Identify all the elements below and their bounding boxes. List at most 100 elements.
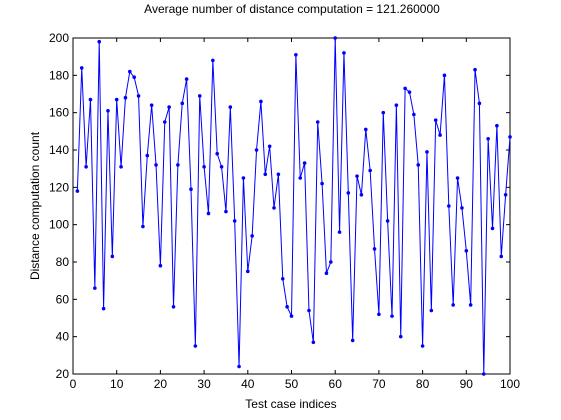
data-point <box>442 73 447 78</box>
data-point <box>132 75 136 79</box>
data-point <box>285 305 289 309</box>
data-point <box>468 303 473 307</box>
data-point <box>106 109 110 113</box>
data-point <box>114 97 119 102</box>
data-point <box>110 254 115 259</box>
data-point <box>481 372 486 376</box>
y-tick-label: 60 <box>56 292 70 306</box>
series-markers <box>75 36 512 376</box>
data-point <box>228 105 233 109</box>
data-point <box>503 193 508 197</box>
data-point <box>180 101 185 106</box>
x-tick-label: 60 <box>329 377 343 391</box>
data-point <box>499 254 504 259</box>
data-point <box>215 151 220 156</box>
data-point <box>486 137 490 141</box>
data-point <box>359 193 364 197</box>
data-point <box>311 340 316 345</box>
data-point <box>197 94 202 98</box>
chart-title: Average number of distance computation =… <box>144 2 440 16</box>
x-tick-label: 20 <box>154 377 168 391</box>
data-point <box>141 224 145 229</box>
data-point <box>390 314 394 318</box>
data-point <box>211 58 215 63</box>
data-point <box>420 344 425 348</box>
data-point <box>289 314 294 318</box>
y-tick-label: 180 <box>49 68 69 82</box>
data-point <box>307 308 311 313</box>
data-point <box>294 53 298 57</box>
data-point <box>455 176 460 180</box>
data-point <box>320 181 324 186</box>
x-tick-label: 90 <box>460 377 474 391</box>
data-point <box>202 165 206 169</box>
y-axis-label: Distance computation count <box>28 131 42 280</box>
series-line <box>76 37 511 375</box>
data-point <box>377 312 381 317</box>
data-point <box>184 77 189 81</box>
data-point <box>363 127 368 132</box>
data-point <box>412 112 416 117</box>
data-point <box>337 230 342 234</box>
data-point <box>232 219 237 223</box>
data-point <box>167 105 171 109</box>
data-point <box>75 189 80 193</box>
data-point <box>473 67 477 72</box>
data-point <box>88 97 93 102</box>
data-point <box>119 165 123 169</box>
data-point <box>280 277 285 281</box>
data-point <box>259 99 263 104</box>
data-point <box>145 153 150 158</box>
plot-area-frame <box>72 37 511 375</box>
data-point <box>403 86 407 91</box>
y-tick-label: 140 <box>49 143 69 157</box>
x-tick-label: 50 <box>285 377 299 391</box>
data-point <box>158 263 163 268</box>
data-point <box>381 110 386 115</box>
data-point <box>302 161 307 165</box>
y-tick-label: 100 <box>49 218 69 232</box>
y-tick-labels: 20 40 60 80 100 120 140 160 180 200 <box>49 31 69 381</box>
axis-ticks <box>72 37 511 375</box>
y-tick-label: 80 <box>56 255 70 269</box>
data-point <box>495 123 499 128</box>
data-point <box>298 176 303 180</box>
data-point <box>490 226 495 231</box>
data-point <box>355 174 359 178</box>
data-point <box>93 286 97 290</box>
data-point <box>79 66 84 70</box>
x-tick-label: 40 <box>241 377 255 391</box>
data-point <box>206 211 211 216</box>
data-point <box>154 163 158 167</box>
data-point <box>246 269 250 274</box>
data-point <box>342 51 346 55</box>
data-point <box>189 187 193 191</box>
x-tick-label: 80 <box>416 377 430 391</box>
data-point <box>272 206 276 210</box>
data-point <box>333 36 338 40</box>
data-point <box>162 120 167 124</box>
y-tick-label: 200 <box>49 31 69 45</box>
data-point <box>193 344 198 348</box>
data-point <box>84 165 88 169</box>
y-tick-label: 160 <box>49 106 69 120</box>
data-point <box>447 204 451 208</box>
data-point <box>276 172 281 177</box>
data-point <box>101 306 106 311</box>
x-tick-label: 0 <box>70 377 77 391</box>
data-point <box>508 135 512 139</box>
data-point <box>407 90 412 94</box>
y-tick-label: 20 <box>56 367 70 381</box>
data-point <box>324 271 329 276</box>
y-tick-label: 40 <box>56 330 70 344</box>
data-point <box>241 176 246 180</box>
data-point <box>97 39 102 44</box>
data-point <box>350 338 355 343</box>
data-point <box>149 103 154 107</box>
data-point <box>429 308 434 313</box>
data-point <box>171 305 176 309</box>
data-point <box>372 247 377 251</box>
data-point <box>451 303 455 307</box>
data-point <box>123 95 128 100</box>
